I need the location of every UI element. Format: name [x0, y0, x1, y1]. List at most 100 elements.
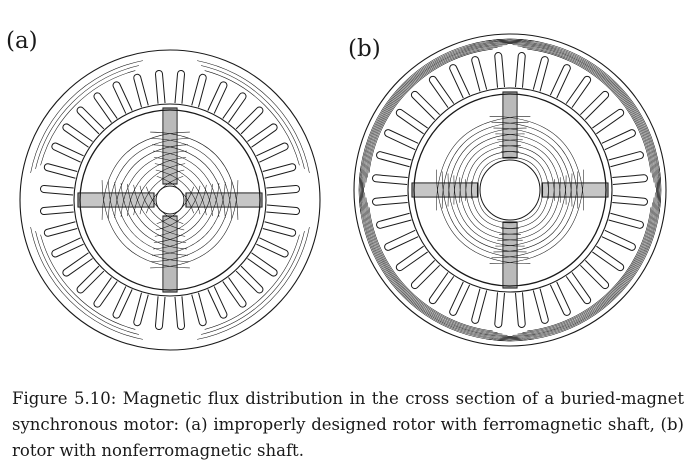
slot-outline [222, 92, 247, 123]
stator-slot [580, 260, 610, 290]
flux-line [204, 234, 300, 330]
flux-line [364, 44, 508, 188]
slot-outline [449, 64, 471, 99]
flux-line [364, 192, 508, 336]
magnet [502, 91, 518, 159]
flux-line [108, 181, 189, 262]
stator-slot [235, 265, 264, 294]
stator-slot [532, 56, 549, 92]
slot-outline [612, 174, 648, 186]
slot-outline [428, 272, 455, 305]
stator-slot [532, 288, 549, 324]
flux-line [139, 185, 185, 231]
flux-line [152, 144, 226, 218]
magnet-outline [77, 192, 155, 208]
slot-outline [154, 69, 166, 104]
slot-outline [410, 90, 440, 120]
stator-slot [51, 237, 84, 258]
stator-slot [43, 221, 78, 237]
flux-line [502, 182, 658, 338]
flux-line [127, 157, 187, 217]
flux-line [101, 131, 190, 220]
flux-line [146, 186, 184, 224]
slot-outline [256, 142, 289, 163]
flux-line [436, 116, 531, 211]
flux-line [133, 163, 186, 216]
slot-outline [247, 123, 278, 148]
slot-outline [601, 229, 636, 251]
flux-line [497, 41, 659, 203]
rotor-flux-lines [101, 131, 239, 269]
stator-flux-lines [30, 60, 310, 340]
flux-line [491, 171, 661, 341]
flux-line [436, 169, 531, 264]
flux-line [152, 150, 220, 218]
stator-slot [612, 174, 648, 186]
flux-line [146, 176, 184, 214]
stator-slots [372, 52, 648, 328]
slot-outline [76, 265, 105, 294]
stator-outer-edge [19, 49, 321, 351]
stator-slot [51, 142, 84, 163]
slot-outline [592, 108, 625, 135]
slot-outline [247, 252, 278, 277]
flux-line [200, 230, 305, 335]
flux-line [151, 138, 232, 219]
stator-slot [256, 142, 289, 163]
flux-line [363, 187, 513, 337]
stator-slot [471, 56, 488, 92]
flux-line [367, 47, 498, 178]
slot-outline [410, 260, 440, 290]
slot-outline [565, 272, 592, 305]
stator-slot [235, 106, 264, 135]
panel-label-b: (b) [348, 36, 381, 62]
slot-outline [76, 106, 105, 135]
panel-label-a: (a) [6, 28, 38, 54]
flux-line [365, 45, 503, 183]
stator-slot [93, 277, 118, 308]
stator-slots [39, 69, 301, 331]
rotor-flux-pole [489, 116, 584, 211]
slot-outline [133, 73, 149, 108]
stator-slot [549, 64, 571, 99]
flux-line [155, 169, 201, 215]
slot-outline [207, 81, 228, 114]
stator-slot [410, 90, 440, 120]
stator-slot [207, 81, 228, 114]
slot-outline [601, 129, 636, 151]
flux-line [127, 183, 187, 243]
slot-outline [174, 296, 186, 331]
flux-line [497, 177, 659, 339]
flux-line [156, 176, 194, 214]
slot-outline [532, 56, 549, 92]
flux-line [35, 230, 140, 335]
stator-slot [410, 260, 440, 290]
flux-line [30, 60, 143, 173]
flux-line [114, 182, 188, 256]
magnet [541, 182, 609, 198]
slot-outline [235, 265, 264, 294]
stator-slot [174, 69, 186, 104]
slot-outline [43, 221, 78, 237]
stator-slot [266, 184, 301, 196]
slot-outline [372, 174, 408, 186]
flux-line [517, 45, 655, 183]
magnet-outline [162, 107, 178, 185]
flux-line [368, 207, 493, 332]
slot-outline [532, 288, 549, 324]
flux-line [108, 138, 189, 219]
slot-outline [39, 184, 74, 196]
slot-outline [62, 123, 93, 148]
slot-outline [612, 194, 648, 206]
rotor-flux-pole [101, 131, 190, 220]
stator-slot [133, 292, 149, 327]
stator-slot [592, 245, 625, 272]
flux-line [368, 48, 493, 173]
flux-line [156, 186, 194, 224]
figure-caption: Figure 5.10: Magnetic flux distribution … [12, 389, 684, 460]
stator-slot [494, 292, 506, 328]
stator-slot [471, 288, 488, 324]
rotor-flux-lines [436, 116, 584, 264]
stator-slot [191, 292, 207, 327]
stator-slot [376, 212, 412, 229]
